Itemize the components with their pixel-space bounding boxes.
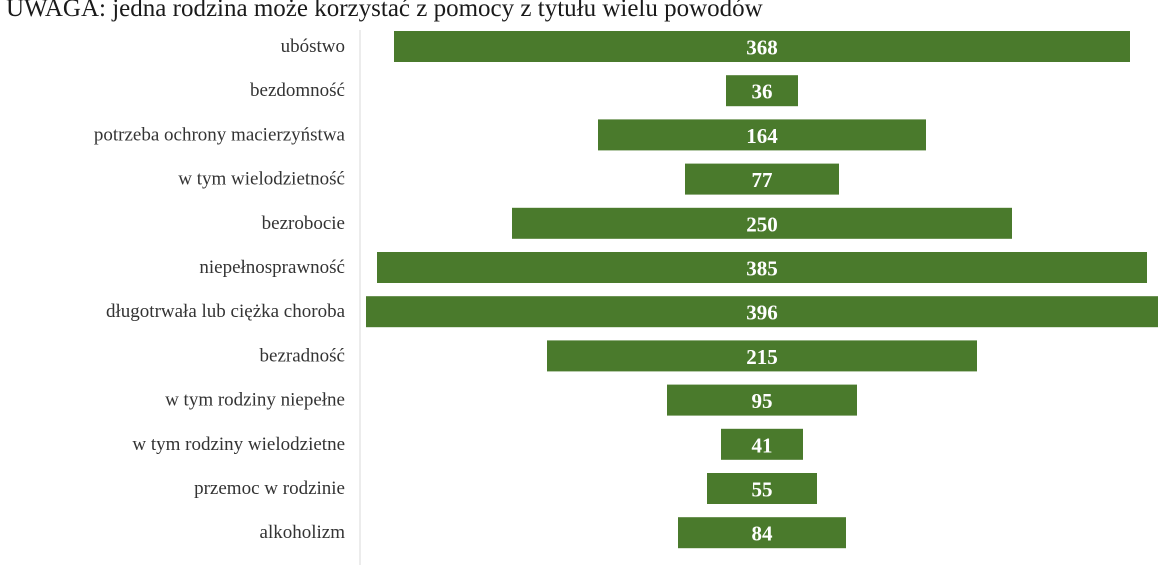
category-label: bezdomność [250,80,345,101]
data-label: 41 [752,433,773,457]
data-label: 385 [746,257,778,281]
category-label: bezrobocie [262,213,345,234]
data-label: 368 [746,36,778,60]
bar [726,75,798,107]
value-labels: 368 36 164 77 250 385 396 215 95 41 55 84 [746,36,778,546]
category-label: przemoc w rodzinie [194,478,345,499]
bar [667,384,857,416]
bar [512,207,1012,239]
category-label: w tym rodziny wielodzietne [132,434,345,455]
data-label: 84 [752,522,774,546]
category-label: bezradność [260,345,345,366]
category-labels: ubóstwo bezdomność potrzeba ochrony macier… [94,36,346,543]
category-label: długotrwała lub ciężka choroba [106,301,346,322]
bar [377,252,1147,283]
data-label: 250 [746,212,778,236]
data-label: 55 [752,478,773,502]
data-label: 215 [746,345,778,369]
data-label: 396 [746,301,778,325]
bar [366,296,1158,328]
bar [721,428,803,460]
bar [394,31,1130,62]
data-label: 77 [752,168,773,192]
category-label: w tym rodziny niepełne [165,390,345,411]
bar [707,473,817,504]
chart-note: UWAGA: jedna rodzina może korzystać z po… [6,0,763,22]
category-label: w tym wielodzietność [178,169,345,190]
data-label: 95 [752,389,773,413]
bar [678,517,846,549]
category-label: alkoholizm [260,522,346,543]
bar [685,163,839,195]
category-label: niepełnosprawność [199,257,345,278]
bar [598,119,926,151]
data-label: 164 [746,124,778,148]
category-label: ubóstwo [281,36,345,57]
bar [547,340,977,372]
bars [366,31,1158,549]
category-label: potrzeba ochrony macierzyństwa [94,124,346,145]
data-label: 36 [752,80,773,104]
